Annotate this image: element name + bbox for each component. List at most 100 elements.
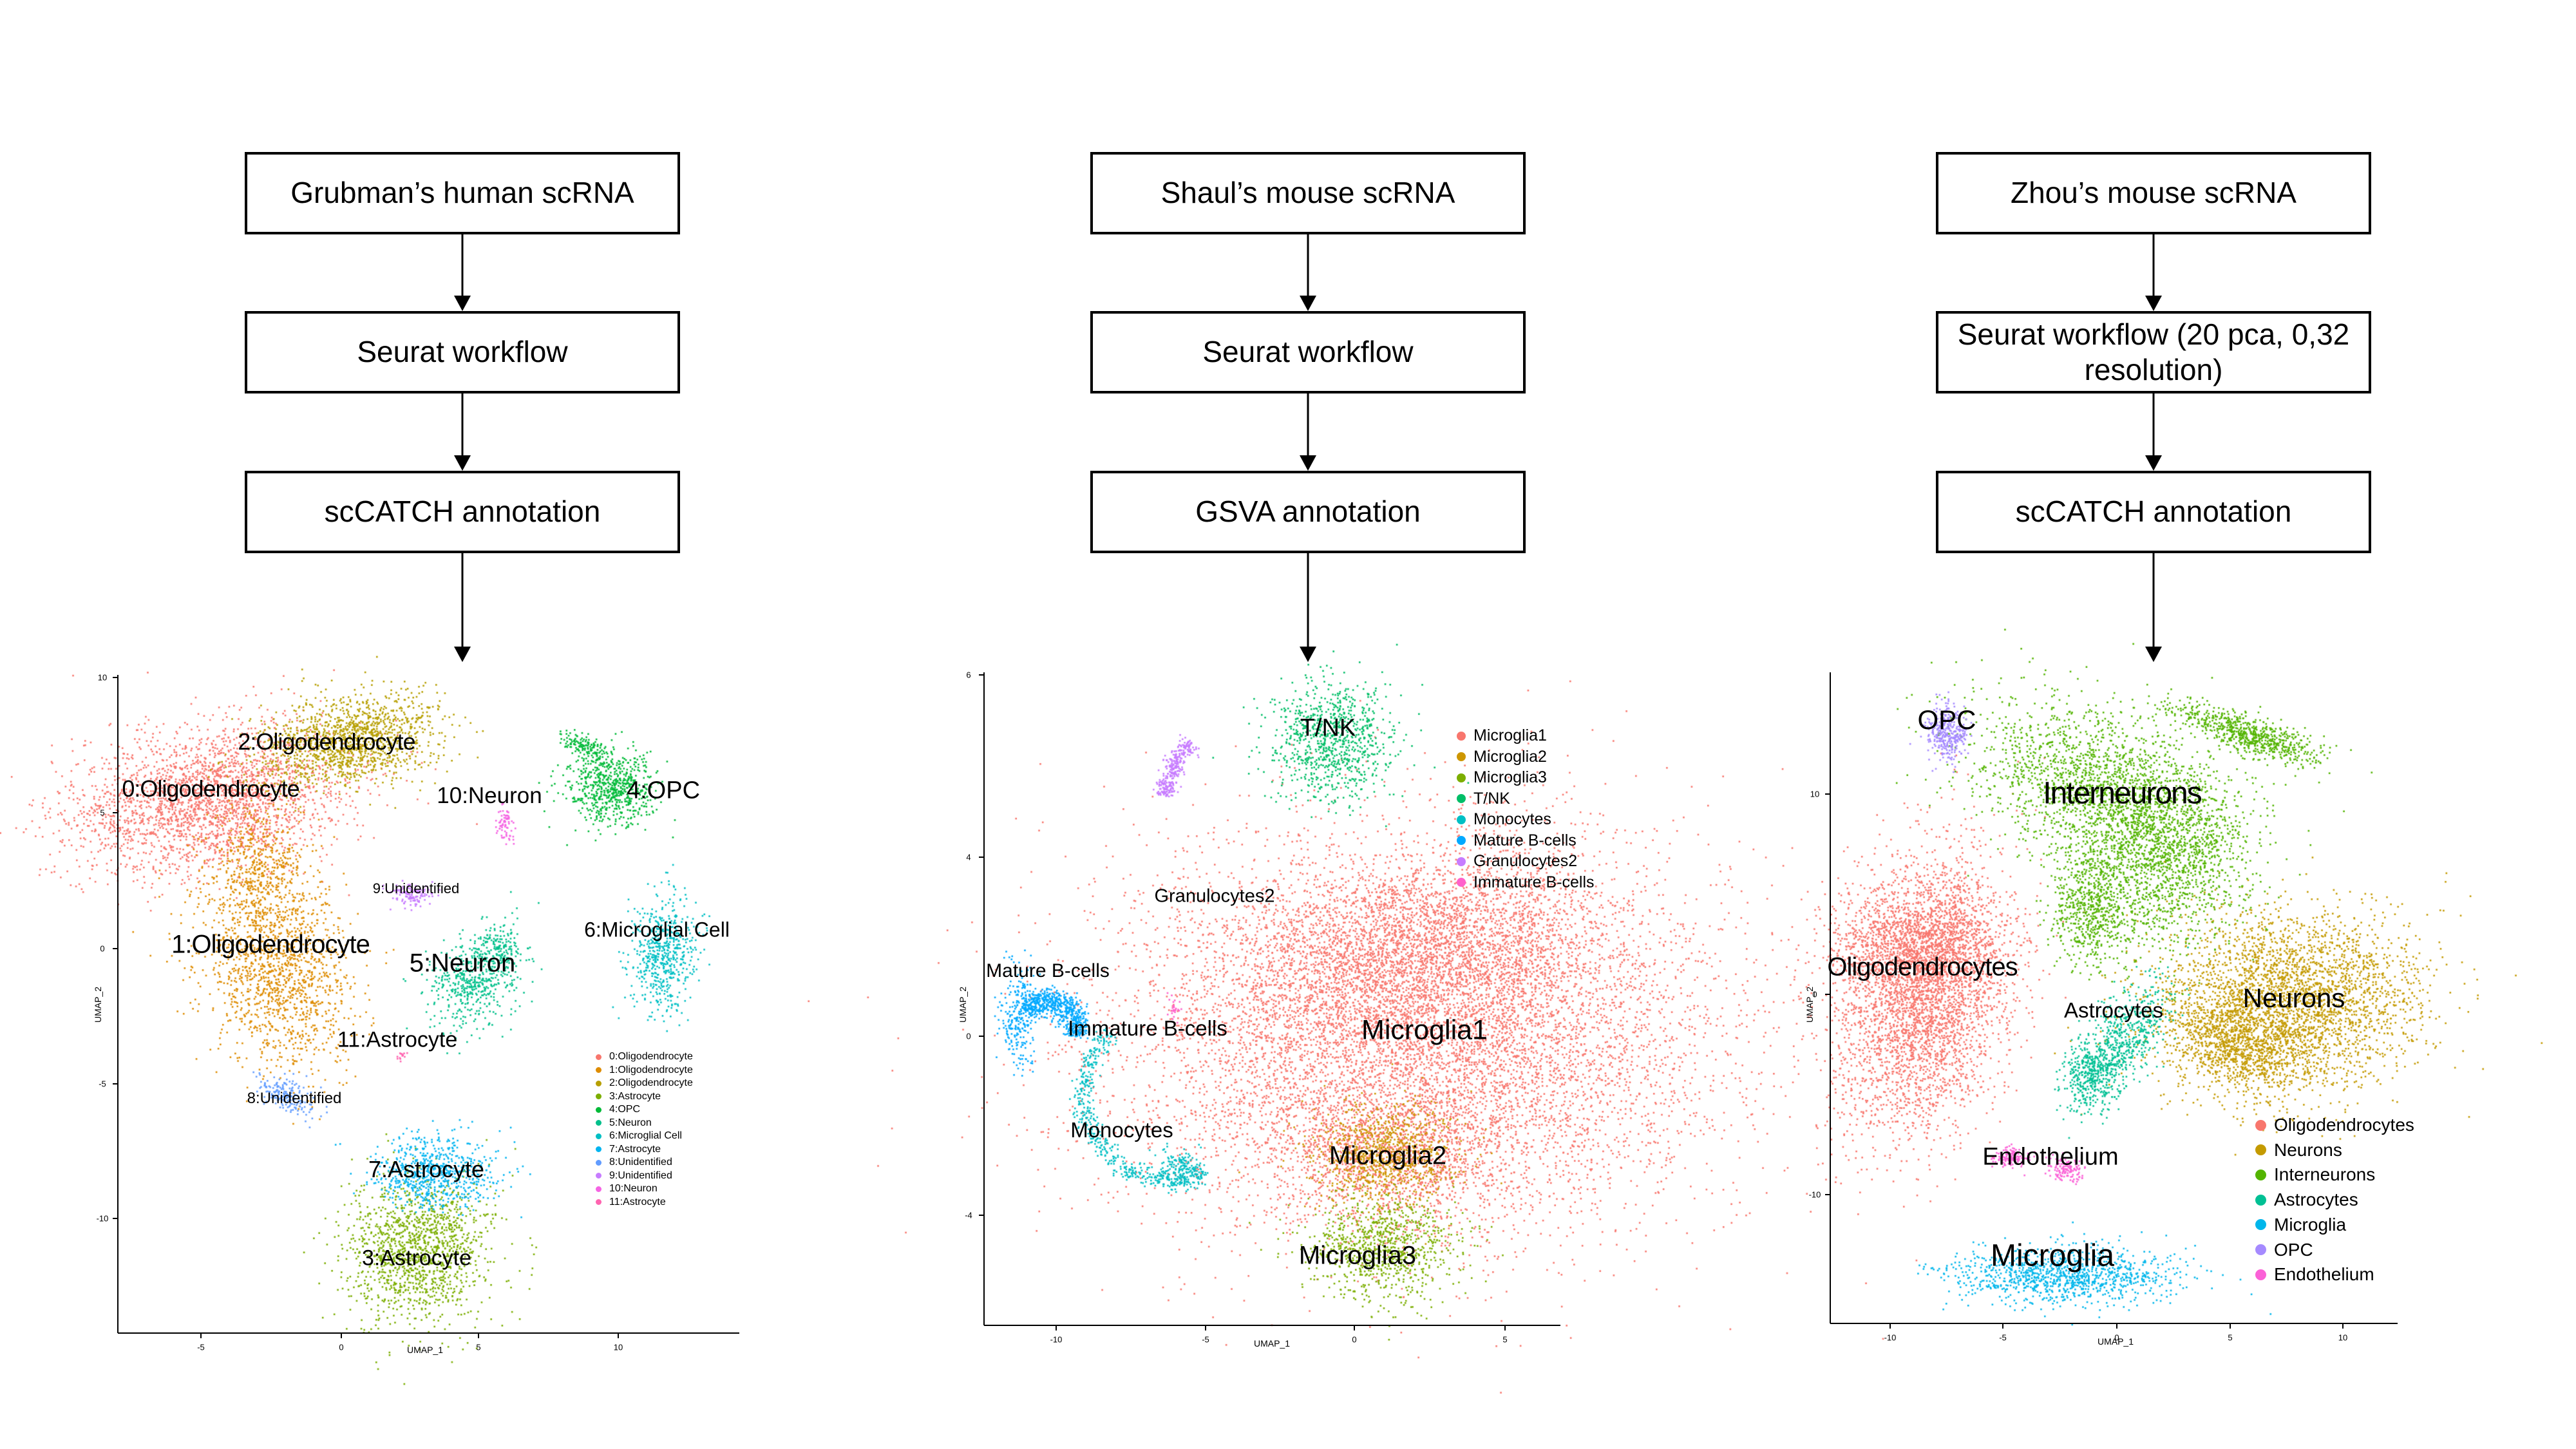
legend-swatch (1457, 815, 1466, 824)
x-tick-label: -5 (1202, 1334, 1209, 1345)
legend-swatch (1457, 794, 1466, 803)
legend-item: Monocytes (1457, 810, 1551, 829)
step-box-shaul-workflow: Seurat workflow (1090, 311, 1526, 393)
x-tick-label: 0 (2114, 1332, 2119, 1343)
legend-item: Oligodendrocytes (2255, 1115, 2414, 1135)
cluster-label-2: 2:Oligodendrocyte (238, 728, 415, 755)
legend-swatch (1457, 878, 1466, 887)
legend-swatch (2255, 1119, 2266, 1131)
legend-item: 6:Microglial Cell (596, 1130, 682, 1142)
x-tick-label: -5 (1999, 1332, 2007, 1343)
legend-swatch (596, 1094, 601, 1099)
cluster-label-mature-b: Mature B-cells (986, 960, 1110, 981)
cluster-label-tnk: T/NK (1300, 714, 1356, 742)
cluster-label-oligodendrocytes: Oligodendrocytes (1827, 952, 2018, 981)
legend-item: Neurons (2255, 1140, 2342, 1160)
legend-label: Endothelium (2274, 1264, 2374, 1285)
cluster-label-10: 10:Neuron (437, 783, 542, 808)
step-label: Zhou’s mouse scRNA (2011, 176, 2297, 210)
legend-item: Microglia1 (1457, 726, 1547, 745)
x-tick-label: 5 (2228, 1332, 2233, 1343)
step-label: scCATCH annotation (324, 495, 601, 529)
legend-swatch (1457, 752, 1466, 761)
legend-item: 3:Astrocyte (596, 1091, 661, 1103)
y-tick-label: 10 (97, 672, 108, 683)
x-tick-label: 5 (476, 1342, 481, 1352)
legend-swatch (2255, 1144, 2266, 1156)
y-tick-label: -4 (965, 1210, 972, 1220)
legend-label: Astrocytes (2274, 1189, 2358, 1210)
cluster-label-3: 3:Astrocyte (361, 1245, 472, 1271)
cluster-label-9: 9:Unidentified (372, 880, 460, 896)
y-tick-label: 0 (100, 943, 105, 954)
legend-swatch (596, 1199, 601, 1205)
legend-item: 0:Oligodendrocyte (596, 1051, 693, 1063)
cluster-label-4: 4:OPC (626, 777, 701, 804)
legend-swatch (596, 1067, 601, 1073)
step-label: scCATCH annotation (2015, 495, 2292, 529)
legend-swatch (2255, 1194, 2266, 1206)
legend-label: 3:Astrocyte (609, 1090, 661, 1102)
legend-swatch (1457, 773, 1466, 782)
legend-item: Microglia (2255, 1215, 2346, 1235)
legend-label: 9:Unidentified (609, 1170, 672, 1181)
legend-item: Granulocytes2 (1457, 852, 1577, 871)
step-box-grubman-data: Grubman’s human scRNA (245, 152, 680, 234)
cluster-label-8: 8:Unidentified (247, 1090, 342, 1107)
x-tick-label: 0 (339, 1342, 344, 1352)
y-tick-label: -10 (96, 1213, 109, 1224)
x-tick-label: 10 (2338, 1332, 2348, 1343)
cluster-label-granulocytes2: Granulocytes2 (1154, 886, 1275, 907)
legend-item: 8:Unidentified (596, 1157, 672, 1168)
legend-swatch (596, 1159, 601, 1166)
legend-swatch (1457, 836, 1466, 845)
legend-label: T/NK (1473, 789, 1510, 808)
x-tick-label: 0 (1352, 1334, 1357, 1345)
legend-swatch (2255, 1219, 2266, 1231)
y-axis-title: UMAP_2 (93, 986, 103, 1023)
legend-label: Mature B-cells (1473, 831, 1577, 849)
cluster-label-1: 1:Oligodendrocyte (171, 930, 370, 959)
cluster-label-5: 5:Neuron (409, 949, 516, 978)
legend-swatch (1457, 731, 1466, 741)
legend-item: Immature B-cells (1457, 873, 1595, 892)
legend-label: 5:Neuron (609, 1117, 652, 1128)
x-axis-title: UMAP_1 (406, 1345, 444, 1355)
legend-item: 9:Unidentified (596, 1170, 672, 1182)
legend-label: 8:Unidentified (609, 1157, 672, 1168)
cluster-label-endothelium: Endothelium (1982, 1143, 2119, 1171)
legend-item: Interneurons (2255, 1164, 2375, 1185)
cluster-label-7: 7:Astrocyte (368, 1156, 485, 1182)
legend-item: 1:Oligodendrocyte (596, 1065, 693, 1076)
y-tick-label: 10 (1810, 789, 1820, 799)
step-label: Seurat workflow (20 pca, 0,32 resolution… (1957, 317, 2350, 386)
y-tick-label: 0 (1812, 989, 1817, 999)
legend-swatch (596, 1133, 601, 1139)
step-label: Grubman’s human scRNA (290, 176, 634, 210)
y-tick-label: -5 (99, 1079, 106, 1089)
step-box-shaul-data: Shaul’s mouse scRNA (1090, 152, 1526, 234)
y-tick-label: 5 (100, 808, 105, 818)
legend-item: 11:Astrocyte (596, 1197, 666, 1208)
step-box-zhou-workflow: Seurat workflow (20 pca, 0,32 resolution… (1936, 311, 2371, 393)
legend-label: 6:Microglial Cell (609, 1130, 682, 1141)
legend-item: OPC (2255, 1240, 2313, 1260)
cluster-label-11: 11:Astrocyte (337, 1027, 458, 1052)
legend-label: Microglia1 (1473, 726, 1547, 744)
step-label: Shaul’s mouse scRNA (1160, 176, 1455, 210)
legend-swatch (596, 1146, 601, 1152)
legend-label: Oligodendrocytes (2274, 1115, 2414, 1135)
step-box-grubman-annotation: scCATCH annotation (245, 471, 680, 553)
legend-swatch (2255, 1269, 2266, 1280)
legend-swatch (596, 1120, 601, 1126)
legend-item: 10:Neuron (596, 1183, 658, 1195)
legend-item: Microglia2 (1457, 748, 1547, 766)
cluster-label-immature-b: Immature B-cells (1068, 1016, 1227, 1040)
legend-label: 4:OPC (609, 1104, 641, 1115)
y-tick-label: 0 (966, 1031, 971, 1041)
y-axis-title: UMAP_2 (958, 986, 968, 1023)
cluster-label-6: 6:Microglial Cell (584, 918, 730, 942)
legend-swatch (596, 1106, 601, 1113)
legend-label: Monocytes (1473, 810, 1551, 828)
legend-item: 2:Oligodendrocyte (596, 1077, 693, 1089)
